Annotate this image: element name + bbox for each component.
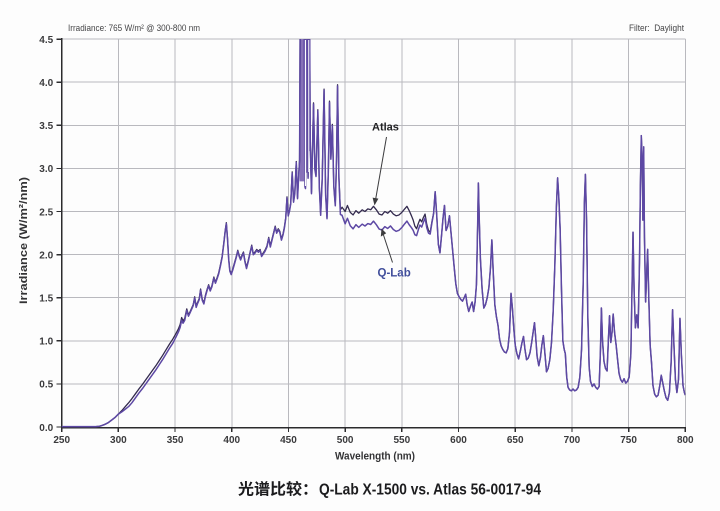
svg-text:350: 350 (167, 435, 184, 446)
svg-text:700: 700 (564, 435, 581, 446)
svg-text:3.0: 3.0 (39, 164, 53, 175)
svg-text:Q-Lab X-1500 vs. Atlas 56-0017: Q-Lab X-1500 vs. Atlas 56-0017-94 (319, 482, 541, 499)
svg-text:Filter: Daylight: Filter: Daylight (629, 22, 684, 33)
svg-text:550: 550 (393, 435, 410, 446)
svg-text:600: 600 (450, 435, 467, 446)
svg-text:2.5: 2.5 (39, 207, 53, 218)
svg-text:Wavelength (nm): Wavelength (nm) (335, 451, 415, 463)
svg-text:250: 250 (53, 435, 70, 446)
svg-text:650: 650 (507, 435, 524, 446)
svg-text:300: 300 (110, 435, 127, 446)
svg-text:Irradiance (W/m²/nm): Irradiance (W/m²/nm) (18, 177, 30, 304)
svg-text:Atlas: Atlas (372, 122, 399, 134)
svg-text:800: 800 (677, 435, 694, 446)
svg-text:1.5: 1.5 (39, 294, 53, 305)
svg-text:0.5: 0.5 (39, 380, 53, 391)
svg-text:Q-Lab: Q-Lab (378, 268, 411, 280)
svg-text:0.0: 0.0 (39, 423, 53, 434)
svg-text:750: 750 (620, 435, 637, 446)
svg-text:Irradiance: 765 W/m² @ 300-800: Irradiance: 765 W/m² @ 300-800 nm (68, 22, 200, 33)
svg-text:3.5: 3.5 (39, 121, 53, 132)
svg-text:450: 450 (280, 435, 297, 446)
svg-text:2.0: 2.0 (39, 250, 53, 261)
svg-text:4.0: 4.0 (39, 78, 53, 89)
svg-text:1.0: 1.0 (39, 337, 53, 348)
svg-text:400: 400 (223, 435, 240, 446)
svg-text:500: 500 (337, 435, 354, 446)
svg-text:4.5: 4.5 (39, 35, 53, 46)
